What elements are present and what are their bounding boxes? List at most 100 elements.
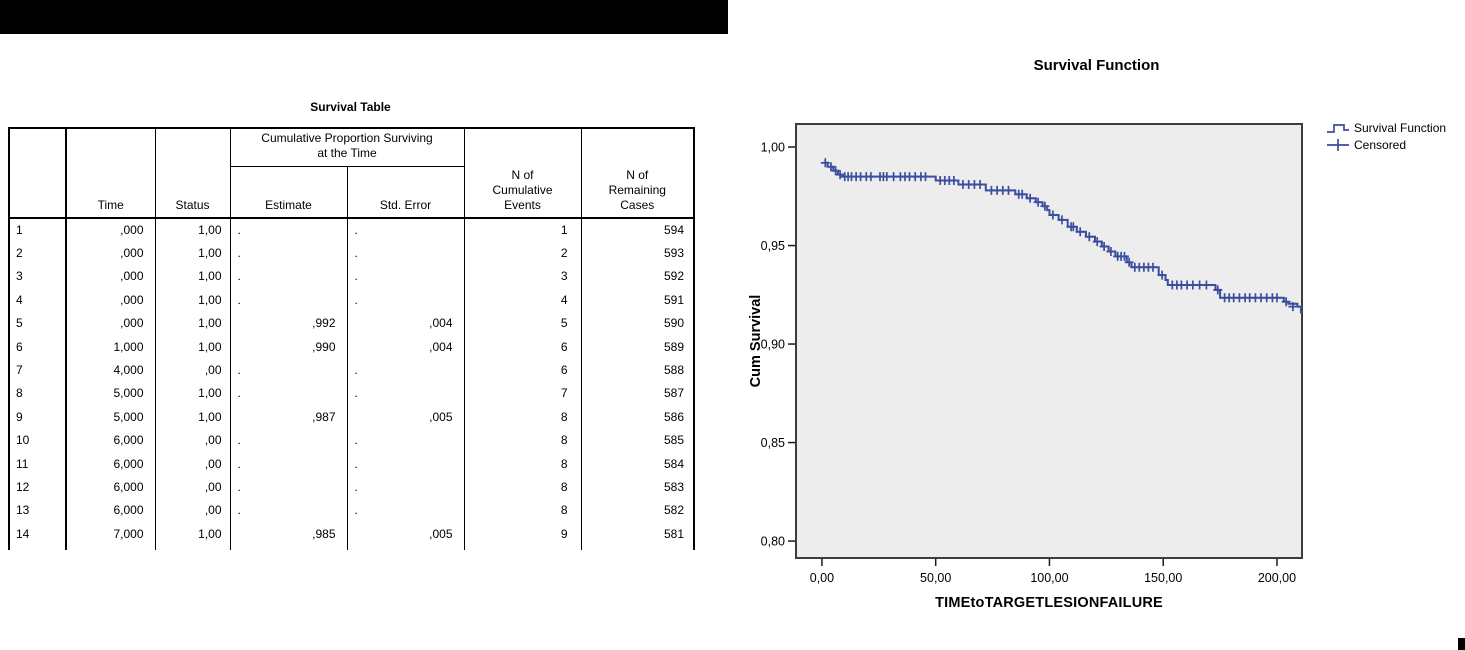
- cell-n-remaining-cases: 591: [580, 288, 695, 312]
- y-tick-label: 0,90: [761, 338, 785, 352]
- cell-time: 6,000: [65, 475, 155, 499]
- table-row: 6 1,000 1,00,990,004 6 589: [9, 334, 695, 359]
- cell-time: ,000: [65, 218, 155, 242]
- table-row: 12 6,000,00.. 8 583: [9, 475, 695, 499]
- table-row: 14 7,000 1,00,985,005 9 581: [9, 522, 695, 546]
- plot-area: [795, 123, 1303, 559]
- cell-estimate: .: [229, 428, 347, 452]
- cell-n-remaining-cases: 590: [580, 311, 695, 335]
- header-row-number: [9, 128, 66, 219]
- cell-row-number: 13: [16, 503, 30, 518]
- x-tick-label: 200,00: [1258, 571, 1296, 585]
- cell-std-error: ,005: [346, 522, 465, 546]
- cell-row-number: 1: [16, 223, 23, 238]
- header-n-cumulative-events: N of Cumulative Events: [463, 128, 582, 219]
- header-status: Status: [154, 128, 230, 219]
- cell-estimate: .: [229, 218, 347, 242]
- y-tick-label: 0,95: [761, 239, 785, 253]
- cell-status: 1,00: [154, 264, 230, 289]
- cell-n-cumulative-events: 4: [463, 288, 582, 312]
- cell-n-cumulative-events: 2: [463, 241, 582, 265]
- cell-n-remaining-cases: 585: [580, 428, 695, 452]
- cell-n-cumulative-events: 1: [463, 218, 582, 242]
- table-row: 7 4,000,00.. 6 588: [9, 358, 695, 382]
- table-row: 1,000 1,00.. 1 594: [9, 218, 695, 242]
- cell-time: 6,000: [65, 451, 155, 476]
- cell-status: ,00: [154, 451, 230, 476]
- cell-estimate: ,992: [229, 311, 347, 335]
- cell-n-cumulative-events: 3: [463, 264, 582, 289]
- cell-std-error: ,004: [346, 311, 465, 335]
- table-row: 8 5,000 1,00.. 7 587: [9, 381, 695, 406]
- y-tick-label: 0,80: [761, 535, 785, 549]
- survival-table-title: Survival Table: [310, 100, 391, 114]
- cell-status: ,00: [154, 475, 230, 499]
- cell-n-remaining-cases: 589: [580, 334, 695, 359]
- cell-std-error: .: [346, 498, 465, 523]
- cell-std-error: ,004: [346, 334, 465, 359]
- legend-entry-censored: Censored: [1326, 136, 1446, 153]
- cell-n-cumulative-events: 6: [463, 358, 582, 382]
- cell-estimate: [229, 545, 347, 550]
- redaction-mark-bottom-right: [1458, 638, 1465, 650]
- table-row: 11 6,000,00.. 8 584: [9, 451, 695, 476]
- cell-estimate: .: [229, 264, 347, 289]
- table-row: 15: [9, 545, 695, 550]
- x-tick-label: 100,00: [1030, 571, 1068, 585]
- table-row: 13 6,000,00.. 8 582: [9, 498, 695, 523]
- cell-n-remaining-cases: 593: [580, 241, 695, 265]
- x-axis-label: TIMEtoTARGETLESIONFAILURE: [935, 595, 1163, 611]
- cell-n-cumulative-events: 6: [463, 334, 582, 359]
- cell-n-remaining-cases: 594: [580, 218, 695, 242]
- cell-n-remaining-cases: 586: [580, 405, 695, 429]
- cell-status: 1,00: [154, 405, 230, 429]
- cell-status: 1,00: [154, 288, 230, 312]
- cell-status: 1,00: [154, 241, 230, 265]
- header-estimate: Estimate: [229, 166, 347, 219]
- cell-std-error: .: [346, 475, 465, 499]
- cell-std-error: .: [346, 288, 465, 312]
- cell-status: 1,00: [154, 218, 230, 242]
- cell-row-number: 14: [16, 526, 30, 541]
- cell-row-number: 6: [16, 339, 23, 354]
- table-row: 9 5,000 1,00,987,005 8 586: [9, 405, 695, 429]
- cell-row-number: 12: [16, 479, 30, 494]
- chart-title: Survival Function: [1033, 57, 1160, 74]
- cell-std-error: ,005: [346, 405, 465, 429]
- cell-status: ,00: [154, 428, 230, 452]
- cell-n-cumulative-events: 7: [463, 381, 582, 406]
- cell-time: ,000: [65, 241, 155, 265]
- cell-n-remaining-cases: 583: [580, 475, 695, 499]
- cell-time: 6,000: [65, 428, 155, 452]
- header-time: Time: [65, 128, 155, 219]
- cell-n-cumulative-events: 8: [463, 451, 582, 476]
- cell-estimate: .: [229, 498, 347, 523]
- cell-row-number: 8: [16, 386, 23, 401]
- table-row: 3,000 1,00.. 3 592: [9, 264, 695, 289]
- table-row: 2,000 1,00.. 2 593: [9, 241, 695, 265]
- cell-std-error: .: [346, 358, 465, 382]
- cell-n-cumulative-events: 9: [463, 522, 582, 546]
- header-std-error: Std. Error: [346, 166, 465, 219]
- cell-time: ,000: [65, 288, 155, 312]
- legend-entry-survival-function: Survival Function: [1326, 119, 1446, 136]
- cell-estimate: .: [229, 288, 347, 312]
- cell-time: ,000: [65, 311, 155, 335]
- cell-row-number: 11: [16, 456, 29, 471]
- cell-time: [65, 545, 155, 550]
- cell-estimate: .: [229, 451, 347, 476]
- y-tick-label: 1,00: [761, 141, 785, 155]
- x-tick-label: 50,00: [920, 571, 951, 585]
- cell-time: 1,000: [65, 334, 155, 359]
- cell-status: 1,00: [154, 522, 230, 546]
- plus-marker-icon: [1327, 138, 1349, 151]
- cell-time: 6,000: [65, 498, 155, 523]
- cell-n-remaining-cases: 582: [580, 498, 695, 523]
- cell-status: 1,00: [154, 311, 230, 335]
- cell-n-cumulative-events: [463, 545, 582, 550]
- cell-n-cumulative-events: 8: [463, 428, 582, 452]
- cell-time: 5,000: [65, 405, 155, 429]
- cell-time: ,000: [65, 264, 155, 289]
- cell-n-remaining-cases: 584: [580, 451, 695, 476]
